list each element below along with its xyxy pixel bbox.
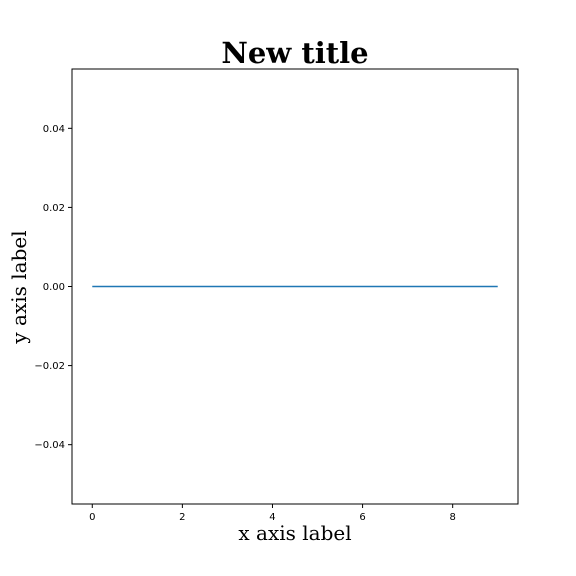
- y-tick-label: 0.04: [43, 124, 65, 135]
- x-tick-label: 6: [359, 512, 365, 523]
- y-tick-label: −0.02: [34, 361, 65, 372]
- y-tick-label: 0.02: [43, 203, 65, 214]
- x-tick-label: 2: [179, 512, 185, 523]
- x-axis-ticks: 0 2 4 6 8: [89, 504, 456, 523]
- x-tick-label: 8: [449, 512, 455, 523]
- x-tick-label: 0: [89, 512, 95, 523]
- y-axis-ticks: 0.04 0.02 0.00 −0.02 −0.04: [34, 124, 72, 451]
- x-axis-label: x axis label: [238, 521, 351, 545]
- y-axis-label: y axis label: [7, 230, 31, 344]
- x-tick-label: 4: [269, 512, 275, 523]
- chart-title: New title: [221, 36, 368, 70]
- y-tick-label: 0.00: [43, 282, 65, 293]
- y-tick-label: −0.04: [34, 440, 65, 451]
